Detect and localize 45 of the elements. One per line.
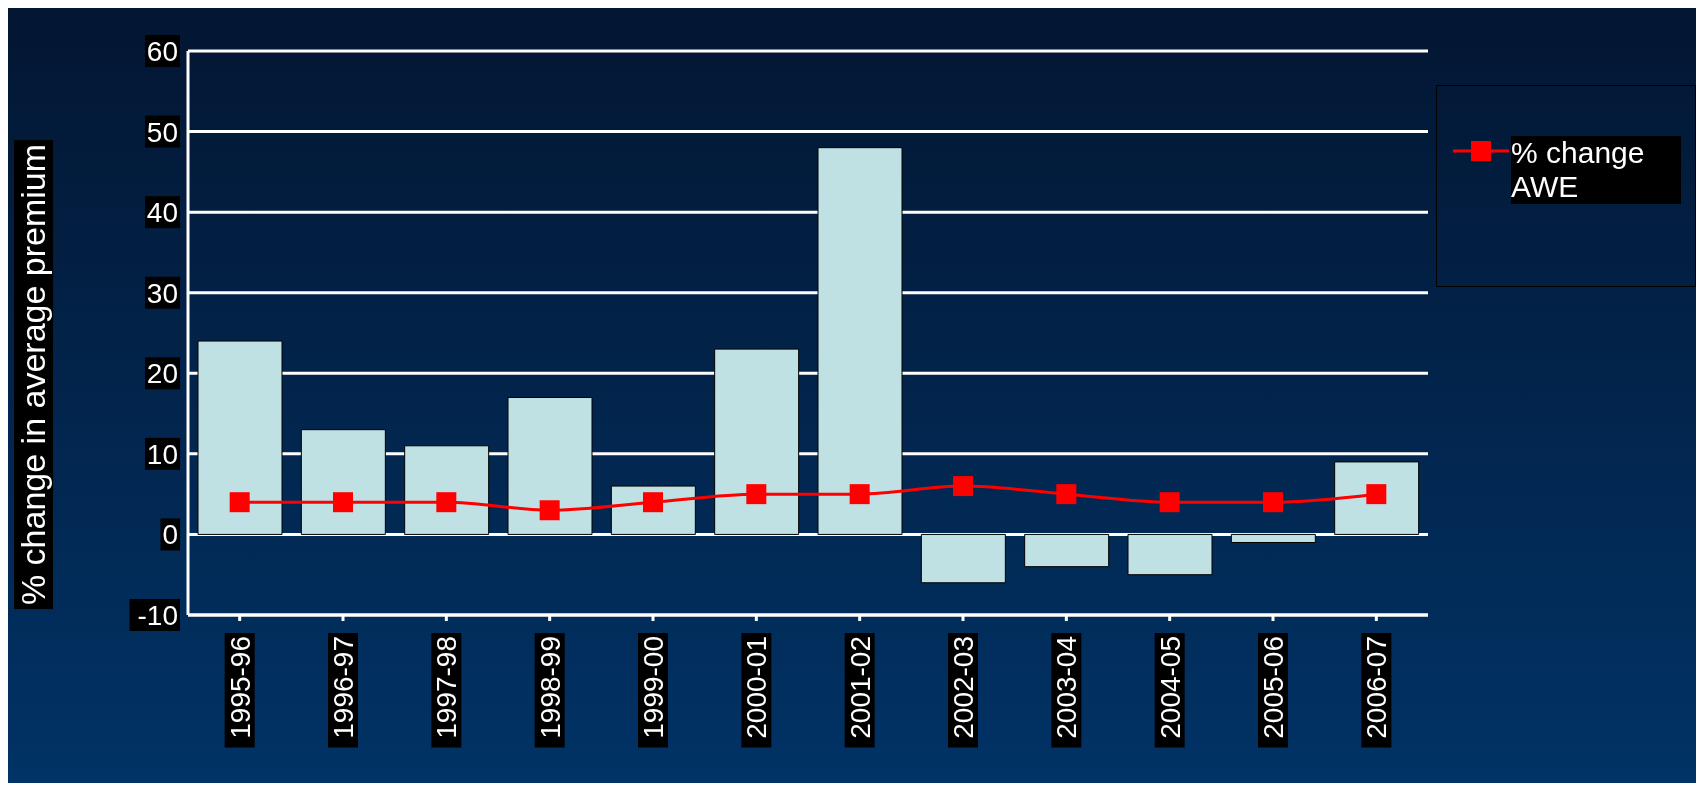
bar bbox=[197, 340, 283, 535]
point bbox=[1263, 492, 1283, 513]
bar bbox=[1230, 533, 1316, 543]
x-tick-label: 2003-04 bbox=[1051, 636, 1083, 739]
y-tick-label: 50 bbox=[146, 116, 178, 148]
x-tick-label: 2001-02 bbox=[844, 636, 876, 739]
point bbox=[953, 476, 973, 497]
x-tick-label: 1997-98 bbox=[431, 636, 463, 739]
bar bbox=[1127, 533, 1213, 576]
legend-label: % change AWE bbox=[1511, 136, 1681, 204]
y-tick-label: 40 bbox=[146, 197, 178, 229]
bar bbox=[817, 147, 903, 535]
point bbox=[333, 492, 353, 513]
y-tick-label: 20 bbox=[146, 358, 178, 390]
x-tick-label: 1996-97 bbox=[328, 636, 359, 739]
bar bbox=[404, 445, 490, 535]
bar bbox=[300, 429, 386, 535]
bar bbox=[920, 533, 1006, 584]
y-tick-label: 30 bbox=[146, 277, 178, 309]
point bbox=[1159, 492, 1180, 513]
point bbox=[1056, 484, 1077, 505]
x-tick-label: 2005-06 bbox=[1258, 636, 1289, 739]
x-tick-label: 2004-05 bbox=[1154, 636, 1186, 739]
y-tick-label: -10 bbox=[137, 600, 178, 631]
y-tick-label: 10 bbox=[146, 438, 178, 470]
y-axis-title: % change in average premium bbox=[14, 139, 54, 609]
x-tick-label: 1999-00 bbox=[638, 636, 669, 739]
x-tick-label: 1995-96 bbox=[224, 636, 256, 739]
point bbox=[746, 484, 767, 505]
bar bbox=[1024, 533, 1110, 568]
point bbox=[849, 484, 870, 505]
x-tick-label: 2002-03 bbox=[948, 636, 979, 739]
point bbox=[643, 492, 663, 513]
x-tick-label: 1998-99 bbox=[534, 636, 566, 739]
point bbox=[229, 492, 250, 513]
point bbox=[539, 500, 560, 521]
x-tick-label: 2000-01 bbox=[741, 636, 773, 739]
bar bbox=[714, 348, 800, 535]
point bbox=[1366, 484, 1387, 505]
bar bbox=[507, 396, 593, 535]
x-tick-label: 2006-07 bbox=[1361, 636, 1393, 739]
y-tick-label: 0 bbox=[162, 519, 178, 551]
y-tick-label: 60 bbox=[146, 36, 178, 67]
point bbox=[436, 492, 457, 513]
bar bbox=[1334, 461, 1420, 535]
